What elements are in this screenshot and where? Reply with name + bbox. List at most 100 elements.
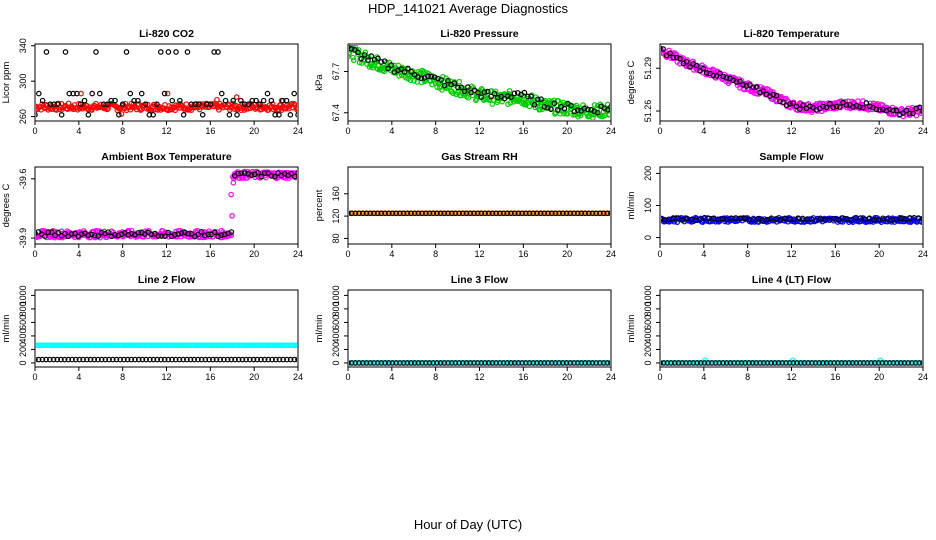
data-point-rh-black: [448, 210, 455, 217]
data-point-line2-black: [235, 356, 242, 363]
x-tick-label-gas-stream-rh: 16: [518, 249, 528, 259]
data-point-line4-black: [827, 360, 834, 366]
data-point-pressure-black: [361, 52, 368, 58]
data-point-co2-black: [169, 97, 176, 104]
data-point-temp-black: [793, 103, 800, 110]
data-point-line3-black: [604, 360, 610, 366]
y-tick-label-ambient-box-temperature: -39.6: [18, 169, 28, 190]
x-tick-label-li-820-temperature: 0: [657, 126, 662, 136]
data-point-rh-black: [367, 210, 374, 217]
data-point-co2-black: [96, 90, 103, 97]
data-point-temp-black: [876, 106, 883, 113]
data-point-rh-black: [597, 210, 603, 217]
data-point-line2-black: [276, 356, 283, 363]
points-ambient-box-temperature: [36, 168, 297, 241]
chart-title-line-2-flow: Line 2 Flow: [138, 274, 196, 286]
x-tick-label-li-820-co2: 0: [32, 126, 37, 136]
data-point-temp-black: [717, 70, 723, 76]
data-point-co2-black: [177, 97, 183, 104]
data-point-pressure-black: [478, 94, 484, 100]
data-point-box-magenta: [229, 213, 235, 219]
data-point-rh-black: [445, 210, 451, 217]
points-gas-stream-rh: [349, 210, 610, 217]
x-tick-label-line-4-lt-flow: 4: [701, 372, 706, 382]
data-point-line4-black: [734, 360, 741, 366]
figure-title: HDP_141021 Average Diagnostics: [368, 1, 568, 16]
x-tick-label-line-2-flow: 16: [205, 372, 215, 382]
data-point-co2-black: [218, 90, 225, 97]
data-point-co2-black: [264, 90, 271, 97]
data-point-pressure-black: [405, 65, 411, 72]
data-point-line2-black: [198, 356, 205, 363]
x-tick-label-line-3-flow: 0: [345, 372, 350, 382]
data-point-pressure-black: [441, 82, 448, 89]
x-tick-label-line-2-flow: 0: [32, 372, 37, 382]
data-point-line2-black: [187, 356, 194, 363]
data-point-temp-magenta: [855, 98, 861, 104]
data-point-pressure-black: [368, 53, 375, 59]
y-tick-label-line-3-flow: 800: [331, 301, 341, 316]
data-point-line2-black: [147, 356, 153, 363]
data-point-rh-black: [504, 210, 511, 217]
chart-title-sample-flow: Sample Flow: [759, 151, 824, 163]
data-point-line3-black: [415, 360, 422, 366]
x-tick-label-line-2-flow: 4: [76, 372, 81, 382]
data-point-pressure-black: [485, 88, 491, 95]
y-tick-label-line-3-flow: 1000: [331, 285, 341, 305]
data-point-temp-black: [886, 106, 893, 113]
y-tick-label-li-820-pressure: 67.4: [331, 104, 341, 122]
y-tick-label-sample-flow: 100: [643, 198, 653, 213]
x-tick-label-li-820-co2: 24: [293, 126, 303, 136]
data-point-line4-black: [690, 360, 697, 366]
data-point-box-black: [201, 232, 208, 239]
data-point-pressure-black: [385, 65, 391, 72]
data-point-temp-black: [873, 106, 880, 113]
x-tick-label-li-820-pressure: 12: [474, 126, 484, 136]
data-point-line4-black: [694, 360, 700, 366]
data-point-line4-black: [820, 360, 826, 366]
data-point-line3-black: [474, 360, 481, 366]
data-point-co2-black: [287, 112, 294, 118]
data-point-temp-black: [830, 104, 836, 111]
data-point-line3-black: [548, 360, 555, 366]
data-point-line4-black: [868, 360, 874, 366]
data-point-temp-black: [820, 103, 826, 110]
data-point-line3-black: [511, 360, 518, 366]
data-point-co2-black: [123, 49, 130, 55]
data-point-rh-black: [460, 210, 466, 217]
data-point-temp-black: [710, 72, 717, 79]
x-tick-label-sample-flow: 24: [918, 249, 928, 259]
data-point-rh-black: [593, 210, 599, 217]
data-point-line2-black: [150, 356, 157, 363]
data-point-pressure-black: [581, 105, 588, 112]
data-point-box-black: [36, 230, 38, 236]
data-point-rh-black: [456, 210, 462, 217]
data-point-line3-black: [408, 360, 414, 366]
x-tick-label-line-3-flow: 12: [474, 372, 484, 382]
data-point-co2-black: [89, 90, 95, 97]
data-point-box-black: [45, 229, 52, 235]
data-point-co2-black: [295, 112, 297, 118]
data-point-line3-black: [593, 360, 599, 366]
data-point-line4-black: [857, 360, 863, 366]
data-point-pressure-green: [590, 115, 596, 120]
x-tick-label-gas-stream-rh: 24: [606, 249, 616, 259]
data-point-line2-black: [91, 356, 98, 363]
x-tick-label-li-820-pressure: 0: [345, 126, 350, 136]
data-point-pressure-black: [501, 95, 508, 102]
data-point-rh-black: [552, 210, 559, 217]
data-point-pressure-black: [524, 93, 531, 100]
data-point-temp-black: [737, 78, 743, 85]
data-point-line3-black: [426, 360, 433, 366]
data-point-line2-black: [239, 356, 246, 363]
data-point-line4-black: [712, 360, 719, 366]
data-point-line4-black: [797, 360, 804, 366]
data-point-box-black: [68, 231, 75, 237]
data-point-line4-black: [683, 360, 689, 366]
data-point-line3-black: [530, 360, 537, 366]
data-point-line4-black: [853, 360, 860, 366]
data-point-line3-black: [545, 360, 551, 366]
data-point-pressure-green: [469, 92, 476, 99]
data-point-line2-black: [180, 356, 186, 363]
extra-point-box-magenta: [228, 191, 234, 198]
